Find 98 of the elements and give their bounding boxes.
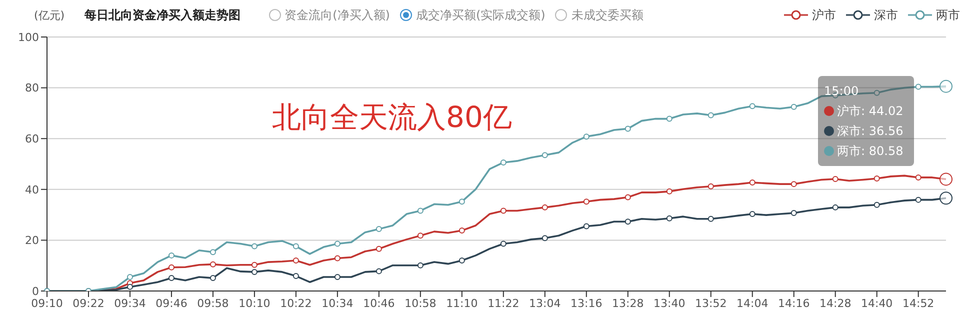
point <box>210 261 216 268</box>
annotation: 北向全天流入80亿 <box>272 99 512 136</box>
point <box>210 249 216 256</box>
x-tick-label: 10:58 <box>404 296 436 310</box>
text: 资金流向(净买入额) <box>284 6 390 24</box>
point <box>376 246 382 252</box>
x-tick-label: 14:52 <box>902 296 934 310</box>
point <box>458 258 465 264</box>
point <box>458 228 465 234</box>
x-tick-label: 09:22 <box>72 296 104 310</box>
point <box>126 284 133 290</box>
point <box>749 211 756 218</box>
x-tick-label: 14:40 <box>860 296 893 310</box>
point <box>915 84 922 90</box>
point <box>542 235 548 242</box>
x-tick-label: 13:40 <box>654 296 686 310</box>
point <box>790 181 797 188</box>
point <box>210 275 216 282</box>
point <box>376 268 382 274</box>
point <box>500 240 506 247</box>
y-tick-label: 100 <box>18 30 39 44</box>
point <box>790 210 797 216</box>
x-tick-label: 09:58 <box>197 296 229 310</box>
point <box>749 103 756 110</box>
point <box>708 112 714 118</box>
x-tick-label: 13:52 <box>695 296 727 310</box>
legend-label: 深市 <box>873 6 898 24</box>
point <box>624 194 631 200</box>
point <box>292 258 299 264</box>
point <box>790 104 797 110</box>
point <box>666 215 672 222</box>
x-tick-label: 11:22 <box>488 296 520 310</box>
point <box>251 243 258 250</box>
point <box>168 275 174 282</box>
point <box>500 159 506 166</box>
chart-title: 每日北向资金净买入额走势图 <box>84 6 241 24</box>
legend-label: 沪市 <box>811 6 836 24</box>
point <box>458 198 465 205</box>
point <box>874 90 880 96</box>
y-tick-label: 20 <box>25 234 39 248</box>
point <box>874 175 880 182</box>
point <box>334 255 340 262</box>
x-tick-label: 14:28 <box>820 296 852 310</box>
x-tick-label: 09:34 <box>114 296 146 310</box>
point <box>292 243 299 250</box>
point <box>666 188 672 194</box>
point <box>583 223 590 230</box>
point <box>334 274 340 280</box>
y-tick-label: 0 <box>32 284 39 298</box>
y-tick-label: 40 <box>25 183 39 196</box>
point <box>915 196 922 203</box>
point <box>624 126 631 132</box>
point <box>749 180 756 186</box>
point <box>832 176 838 182</box>
x-tick-label: 10:10 <box>238 296 270 310</box>
x-tick-label: 14:04 <box>736 296 768 310</box>
annotation: 沪市: 44.02 <box>836 103 904 120</box>
point <box>624 218 631 225</box>
point <box>168 264 174 270</box>
point <box>666 116 672 122</box>
point <box>583 198 590 205</box>
point <box>583 134 590 140</box>
annotation: 深市: 36.56 <box>836 123 904 140</box>
legend-label: 两市 <box>935 6 960 24</box>
point <box>168 252 174 258</box>
x-tick-label: 11:10 <box>446 296 478 310</box>
x-tick-label: 13:28 <box>612 296 644 310</box>
annotation: 两市: 80.58 <box>836 143 904 160</box>
x-tick-label: 10:22 <box>280 296 312 310</box>
point <box>417 262 424 268</box>
point <box>251 268 258 275</box>
x-tick-label: 09:10 <box>31 296 63 310</box>
x-tick-label: 13:04 <box>529 296 561 310</box>
point <box>500 208 506 214</box>
x-tick-label: 10:46 <box>363 296 395 310</box>
point <box>915 174 922 180</box>
x-tick-label: 13:16 <box>570 296 602 310</box>
point <box>708 183 714 190</box>
point <box>376 226 382 232</box>
point <box>542 152 548 158</box>
text: 未成交委买额 <box>570 6 644 24</box>
x-tick-label: 14:16 <box>778 296 810 310</box>
point <box>874 202 880 208</box>
point <box>708 216 714 222</box>
x-tick-label: 09:46 <box>156 296 188 310</box>
point <box>126 274 133 280</box>
y-axis-title: (亿元) <box>34 8 65 22</box>
point <box>417 208 424 214</box>
point <box>334 240 340 247</box>
point <box>542 204 548 210</box>
text: 成交净买额(实际成交额) <box>414 6 546 24</box>
y-tick-label: 60 <box>25 132 39 146</box>
point <box>251 262 258 268</box>
point <box>417 232 424 239</box>
x-tick-label: 10:34 <box>322 296 354 310</box>
point <box>832 204 838 210</box>
point <box>292 273 299 280</box>
y-tick-label: 80 <box>25 82 39 95</box>
